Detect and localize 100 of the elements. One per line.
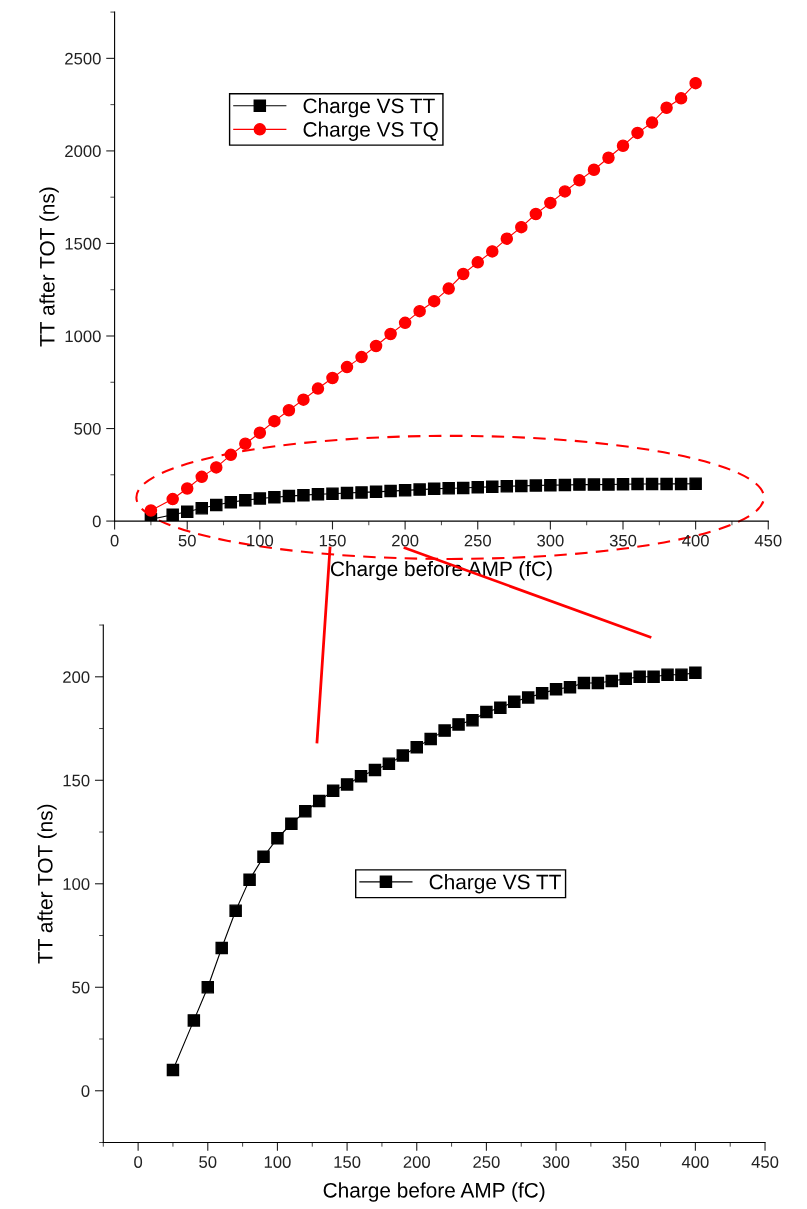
point	[282, 489, 296, 503]
point	[558, 185, 572, 198]
point	[224, 495, 238, 509]
point	[355, 486, 368, 499]
point	[573, 478, 586, 491]
point	[282, 403, 296, 417]
x-tick-label: 100	[247, 534, 274, 547]
y-tick-label: 150	[63, 774, 90, 787]
point	[180, 505, 194, 519]
x-tick-label: 400	[682, 534, 709, 547]
x-tick-label: 350	[609, 534, 637, 547]
point	[660, 477, 673, 491]
point	[195, 470, 209, 484]
point	[427, 482, 441, 496]
y-tick-label: 1500	[65, 237, 101, 250]
x-tick-label: 250	[464, 534, 491, 547]
point	[257, 850, 270, 864]
point	[616, 477, 630, 491]
point	[645, 116, 659, 129]
y-tick-label: 1000	[65, 330, 101, 343]
point	[558, 478, 572, 492]
x-tick-label: 300	[542, 1156, 570, 1168]
point	[326, 784, 340, 797]
x-tick-label: 0	[110, 534, 119, 547]
point	[452, 718, 465, 731]
point	[466, 714, 479, 727]
point	[166, 492, 179, 506]
point	[619, 672, 632, 686]
point	[674, 92, 688, 105]
point	[312, 794, 326, 808]
point	[398, 484, 412, 497]
point	[456, 481, 470, 495]
legend-label: Charge VS TT	[429, 874, 561, 894]
x-axis-title: Charge before AMP (fC)	[323, 1182, 545, 1202]
point	[268, 490, 281, 504]
point	[529, 479, 543, 492]
point	[340, 778, 354, 791]
point	[210, 461, 223, 474]
y-tick-label: 200	[63, 671, 90, 683]
point	[340, 486, 354, 500]
point	[631, 126, 644, 140]
point	[340, 360, 354, 374]
legend-label: Charge VS TQ	[303, 121, 438, 141]
point	[427, 294, 441, 308]
point	[180, 482, 194, 495]
point	[616, 139, 630, 152]
point	[410, 740, 424, 754]
point	[587, 478, 601, 491]
point	[229, 904, 242, 917]
point	[144, 504, 158, 517]
y-tick-label: 2000	[65, 145, 101, 158]
point	[268, 414, 281, 428]
x-tick-label: 400	[681, 1156, 709, 1168]
point	[239, 493, 252, 507]
point	[689, 477, 702, 490]
point	[605, 674, 619, 688]
point	[544, 478, 557, 492]
point	[515, 479, 528, 493]
point	[535, 687, 549, 700]
point	[486, 245, 499, 258]
point	[253, 492, 267, 505]
point	[456, 267, 470, 281]
point	[187, 1014, 201, 1027]
point	[633, 670, 646, 684]
point	[355, 350, 368, 364]
point	[195, 502, 209, 515]
x-tick-label: 100	[264, 1156, 291, 1168]
point	[660, 101, 673, 115]
x-tick-label: 450	[751, 1156, 779, 1168]
point	[326, 487, 339, 500]
point	[521, 691, 535, 704]
point	[674, 477, 688, 491]
point	[166, 508, 179, 522]
x-tick-label: 350	[612, 1156, 639, 1168]
point	[369, 485, 383, 499]
point	[239, 437, 252, 450]
point	[471, 480, 484, 494]
point	[297, 488, 310, 502]
point	[224, 448, 238, 462]
point	[587, 163, 601, 177]
x-tick-label: 50	[178, 534, 196, 547]
x-tick-label: 200	[392, 534, 419, 547]
y-axis-title: TT after TOT (ns)	[39, 187, 59, 347]
point	[243, 873, 256, 886]
y-tick-label: 0	[81, 1085, 90, 1097]
y-tick-label: 0	[92, 515, 101, 528]
y-axis-title: TT after TOT (ns)	[37, 804, 57, 964]
y-tick-label: 2500	[65, 52, 101, 65]
point	[253, 426, 267, 440]
point	[354, 769, 368, 783]
point	[471, 256, 484, 269]
y-tick-label: 50	[72, 981, 90, 994]
y-tick-label: 500	[74, 422, 101, 435]
point	[413, 304, 426, 318]
point	[438, 724, 451, 737]
x-tick-label: 50	[199, 1156, 217, 1168]
legend-label: Charge VS TT	[303, 97, 435, 118]
point	[480, 705, 493, 719]
point	[311, 487, 325, 501]
point	[368, 763, 382, 777]
